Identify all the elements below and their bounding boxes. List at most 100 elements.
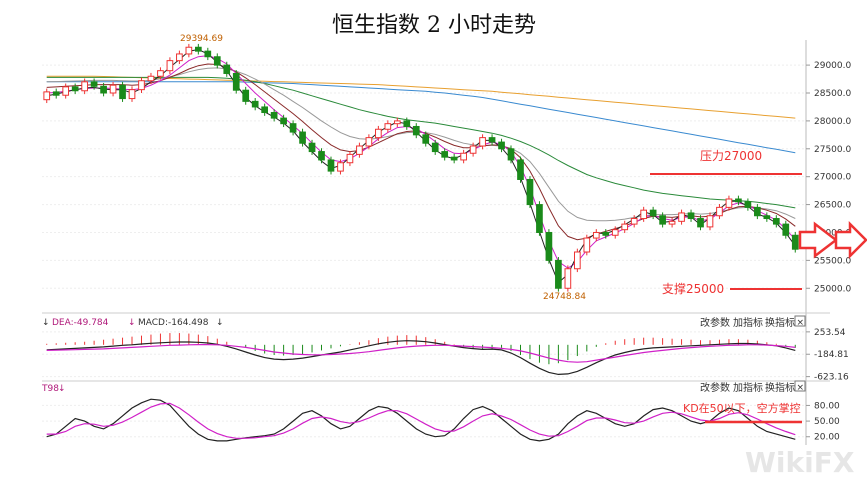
candle-down — [213, 56, 221, 66]
candle-up — [725, 198, 733, 208]
candle-up — [62, 86, 70, 96]
candle-down — [270, 112, 278, 119]
candle-up — [337, 162, 344, 172]
candle-down — [431, 142, 439, 153]
ma-mag-line — [46, 55, 796, 269]
candle-down — [261, 106, 269, 114]
candle-down — [327, 159, 335, 172]
candle-down — [498, 141, 505, 150]
candle-up — [592, 231, 600, 239]
macd-close-icon: × — [797, 318, 805, 328]
candle-down — [308, 142, 316, 153]
kd-d-line — [46, 402, 796, 439]
kd-panel — [46, 398, 796, 442]
macd-y-tick-label: -184.81 — [814, 350, 849, 360]
candle-down — [507, 148, 515, 161]
main-y-tick-label: 26000.0 — [814, 228, 851, 238]
candle-up — [109, 84, 117, 94]
candle-down — [280, 117, 287, 125]
candle-down — [735, 198, 742, 203]
candle-down — [763, 215, 771, 220]
kd-note: KD在50以下，空方掌控 — [683, 401, 801, 415]
macd-y-tick-label: -623.16 — [814, 373, 849, 383]
dea-label: DEA:-49.784 — [52, 318, 109, 328]
macd-down-arrow: ↓ — [42, 318, 50, 328]
macd-add-indicator-button[interactable]: 加指标 — [733, 316, 763, 329]
macd-close-button[interactable] — [794, 315, 806, 327]
candle-down — [744, 201, 752, 208]
candle-down — [204, 50, 212, 58]
kd-close-button[interactable] — [794, 380, 806, 392]
kd-edit-params-button[interactable]: 改参数 — [700, 381, 730, 394]
candle-down — [412, 125, 420, 136]
candle-down — [318, 151, 325, 161]
candle-down — [754, 206, 761, 217]
candle-up — [678, 212, 685, 222]
candle-up — [375, 128, 382, 139]
candle-down — [791, 234, 799, 250]
candle-up — [479, 137, 486, 147]
candle-up — [611, 229, 619, 236]
ma-orange-line — [46, 75, 796, 119]
candle-up — [630, 218, 638, 225]
candle-up — [384, 123, 392, 130]
kd-y-tick-label: 50.00 — [814, 417, 840, 427]
candle-down — [697, 218, 704, 228]
candle-up — [393, 120, 401, 125]
ma-blue-line — [46, 81, 796, 154]
candlesticks — [43, 43, 799, 292]
right-arrow-icon — [798, 221, 839, 259]
dea-down-arrow: ↓ — [128, 318, 136, 328]
kd-close-icon: × — [797, 383, 805, 393]
kd-down-arrow: ↓ — [58, 384, 66, 394]
candle-down — [687, 212, 695, 220]
candle-down — [194, 46, 202, 52]
candle-down — [289, 123, 297, 133]
kd-switch-indicator-button[interactable]: 换指标 — [765, 381, 795, 394]
candle-down — [450, 156, 458, 161]
candle-up — [43, 91, 51, 101]
main-y-tick-label: 28000.0 — [814, 117, 851, 127]
candle-up — [128, 89, 136, 100]
candle-down — [223, 64, 231, 74]
candle-down — [536, 204, 543, 233]
gridlines — [42, 64, 810, 438]
candle-down — [299, 131, 306, 144]
candle-down — [441, 151, 449, 158]
support-label: 支撑25000 — [662, 281, 724, 296]
candle-down — [488, 137, 496, 143]
candle-down — [422, 134, 430, 144]
candle-down — [782, 223, 790, 236]
macd-y-tick-label: 253.54 — [814, 328, 846, 338]
main-y-tick-label: 25500.0 — [814, 256, 851, 266]
candle-up — [176, 53, 183, 62]
candle-down — [772, 218, 780, 225]
candle-up — [573, 251, 581, 270]
kd-add-indicator-button[interactable]: 加指标 — [733, 381, 763, 394]
main-y-tick-label: 26500.0 — [814, 201, 851, 211]
main-y-tick-label: 25000.0 — [814, 284, 851, 294]
ma-short-line — [46, 48, 796, 284]
macd-edit-params-button[interactable]: 改参数 — [700, 316, 730, 329]
candle-up — [138, 80, 145, 91]
candle-down — [71, 86, 79, 92]
low-point-label: 24748.84 — [543, 292, 586, 302]
candle-down — [517, 159, 524, 180]
candle-up — [157, 70, 164, 77]
macd-switch-indicator-button[interactable]: 换指标 — [765, 316, 795, 329]
candle-up — [365, 137, 373, 147]
candle-down — [659, 215, 666, 225]
candle-down — [555, 259, 562, 289]
candle-up — [460, 152, 467, 161]
candle-down — [232, 72, 240, 91]
candle-down — [403, 120, 411, 127]
candle-up — [583, 237, 591, 253]
candle-up — [356, 145, 363, 155]
kd-label: T98 — [41, 384, 59, 394]
macd-value-arrow: ↓ — [216, 318, 224, 328]
kd-y-tick-label: 80.00 — [814, 401, 840, 411]
macd-diff-line — [46, 340, 796, 376]
macd-panel — [46, 333, 796, 376]
candle-up — [640, 209, 648, 220]
